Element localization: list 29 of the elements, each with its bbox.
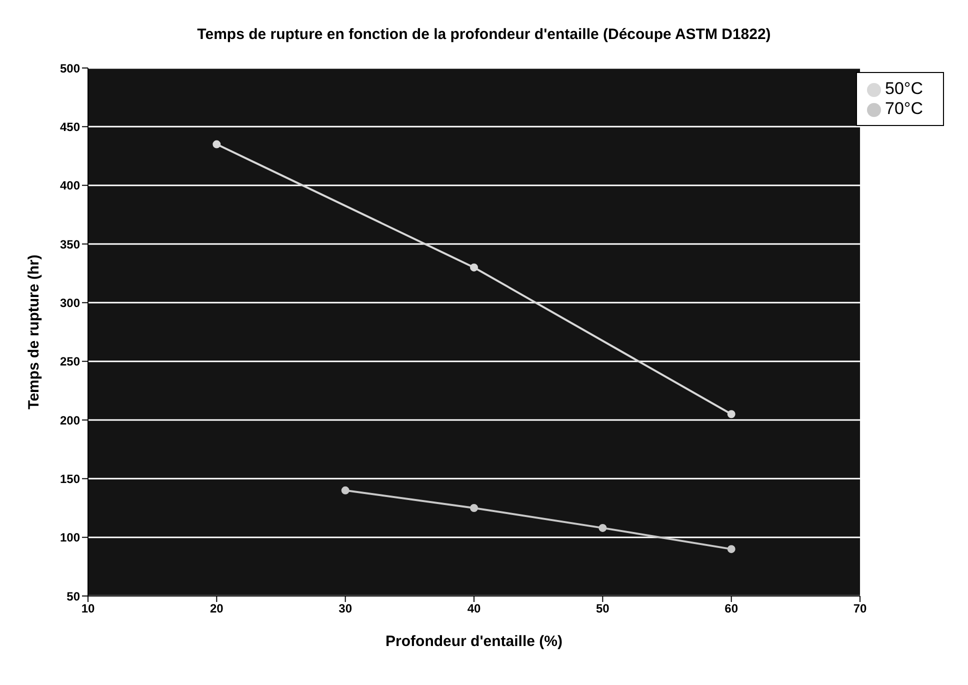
point	[470, 263, 478, 272]
y-tick-label: 200	[60, 413, 80, 428]
y-tick-label: 350	[60, 237, 80, 252]
point	[212, 140, 221, 148]
legend-label: 70°C	[885, 99, 923, 118]
y-tick-label: 400	[60, 178, 80, 193]
y-axis-title: Temps de rupture (hr)	[25, 254, 42, 410]
x-tick-label: 60	[724, 602, 738, 616]
y-tick-label: 450	[60, 120, 80, 134]
x-tick-label: 70	[853, 602, 868, 616]
point	[727, 545, 736, 554]
y-tick-label: 500	[60, 61, 80, 76]
point	[727, 410, 736, 418]
point	[470, 504, 478, 512]
chart-title: Temps de rupture en fonction de la profondeur d'entaille (Découpe ASTM D1822)	[196, 25, 772, 45]
y-tick-label: 300	[60, 296, 80, 310]
x-tick-label: 40	[467, 602, 481, 616]
y-tick-label: 100	[60, 530, 80, 545]
x-tick-label: 50	[596, 602, 610, 616]
x-tick-label: 10	[81, 602, 95, 616]
x-tick-label: 20	[210, 602, 224, 616]
legend-label: 50°C	[885, 79, 923, 98]
point	[598, 524, 607, 532]
y-tick-label: 250	[60, 354, 80, 369]
point	[341, 486, 350, 494]
y-tick-label: 150	[60, 472, 80, 486]
y-tick-label: 50	[66, 589, 80, 604]
x-axis-title: Profondeur d'entaille (%)	[386, 633, 562, 650]
x-tick-label: 30	[338, 602, 352, 616]
